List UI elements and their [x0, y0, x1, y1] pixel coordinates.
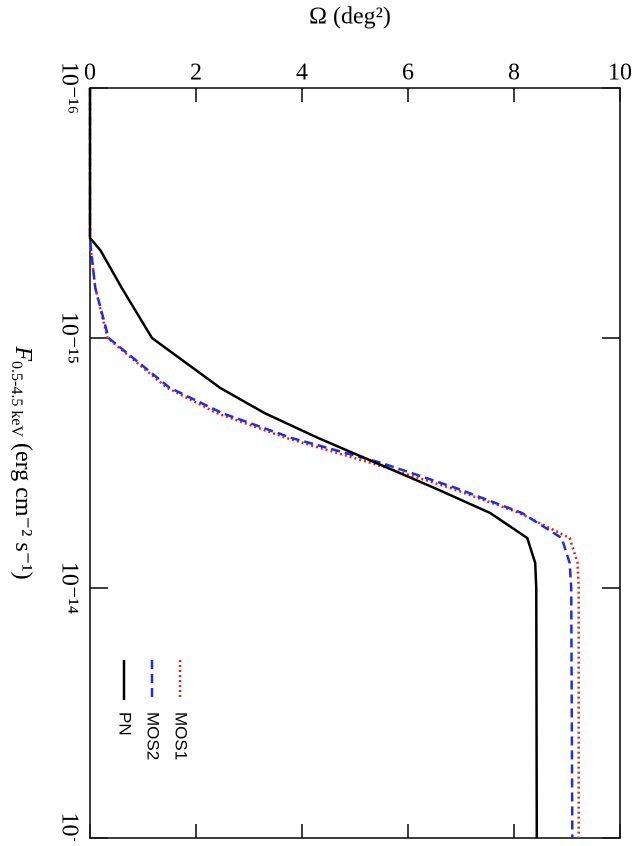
legend-label: PN — [116, 712, 135, 736]
y-tick-label: 0 — [84, 60, 96, 86]
y-axis-title: Ω (deg²) — [309, 4, 391, 30]
y-tick-label: 4 — [296, 60, 308, 86]
x-title-f: F — [10, 345, 36, 361]
x-tick-label: 10⁻¹⁶ — [56, 62, 82, 114]
x-axis-title: F0.5-4.5 keV (erg cm⁻² s⁻¹) — [8, 345, 36, 579]
rotated-plot: Ω (deg²) F0.5-4.5 keV (erg cm⁻² s⁻¹) 0 2 4 6… — [8, 4, 632, 846]
legend-label: MOS1 — [172, 712, 191, 760]
legend-label: MOS2 — [144, 712, 163, 760]
y-tick-label: 8 — [508, 60, 520, 86]
x-title-unit: (erg cm⁻² s⁻¹) — [10, 443, 36, 580]
x-title-sub: 0.5-4.5 keV — [8, 361, 25, 437]
y-tick-label: 10 — [608, 60, 632, 86]
y-tick-label: 2 — [190, 60, 202, 86]
x-tick-label: 10⁻¹⁴ — [56, 562, 82, 614]
x-tick-label: 10⁻¹⁵ — [56, 312, 82, 364]
y-tick-label: 6 — [402, 60, 414, 86]
plot-frame — [89, 87, 621, 839]
series-line — [88, 88, 574, 839]
series-line — [88, 88, 539, 839]
x-tick-label: 10⁻¹³ — [56, 812, 82, 841]
